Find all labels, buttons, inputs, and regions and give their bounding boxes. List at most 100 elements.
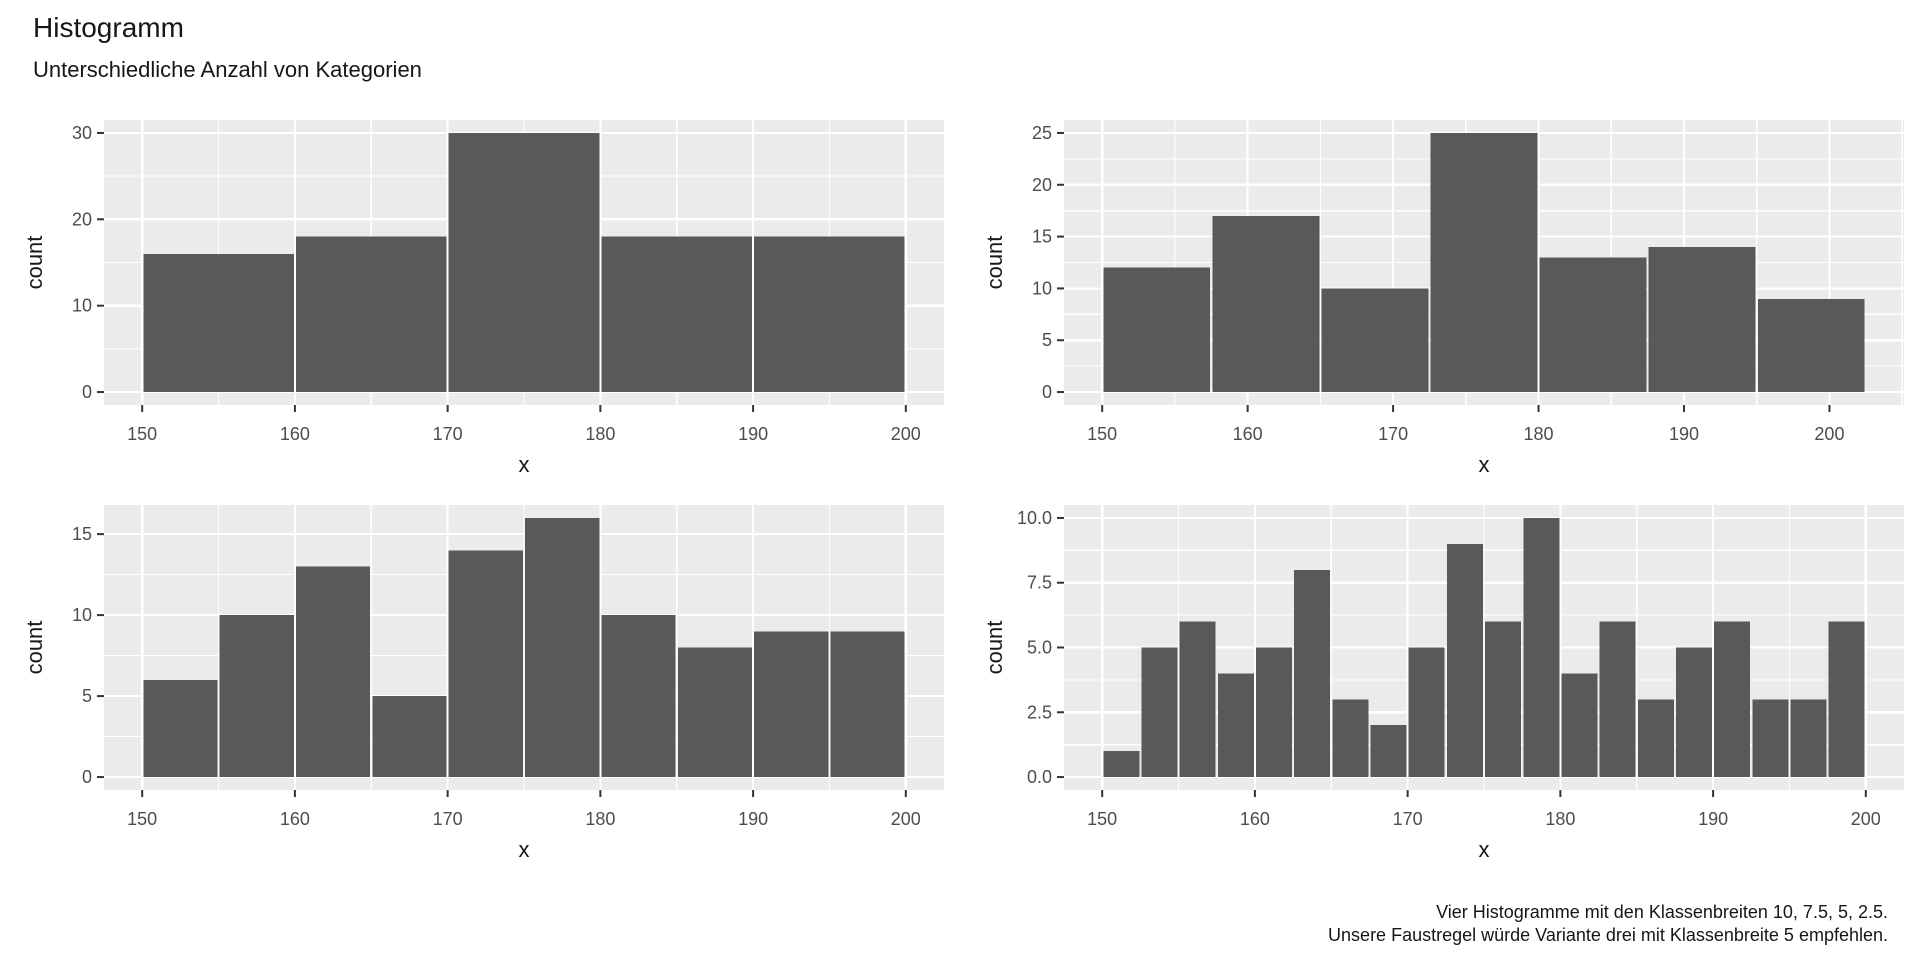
y-tick-label: 0.0 — [1027, 767, 1052, 787]
x-tick-label: 200 — [891, 809, 921, 829]
histogram-bar — [296, 566, 371, 778]
histogram-bar — [1294, 569, 1331, 778]
x-tick-label: 170 — [1378, 424, 1408, 444]
y-tick-label: 2.5 — [1027, 702, 1052, 722]
x-tick-label: 170 — [433, 424, 463, 444]
histogram-bar — [1790, 699, 1827, 778]
x-tick-label: 180 — [1545, 809, 1575, 829]
histogram-bar — [219, 615, 294, 778]
y-tick-label: 10 — [72, 605, 92, 625]
x-tick-label: 190 — [738, 424, 768, 444]
histogram-bar — [1757, 298, 1865, 393]
histogram-bar — [601, 236, 752, 393]
histogram-bar — [1523, 517, 1560, 778]
histogram-bar — [1370, 725, 1407, 778]
x-tick-label: 150 — [127, 424, 157, 444]
x-tick-label: 170 — [433, 809, 463, 829]
histogram-bar — [1752, 699, 1789, 778]
histogram-bar — [601, 615, 676, 778]
histogram-bar — [754, 631, 829, 778]
histogram-bar — [1217, 673, 1254, 778]
histogram-bar — [143, 253, 294, 393]
histogram-svg: 150 160 170 180 190 200 0 10 20 30 x count — [22, 120, 944, 477]
y-axis-title: count — [22, 236, 47, 290]
histogram-bar — [1332, 699, 1369, 778]
y-tick-label: 0 — [82, 382, 92, 402]
caption-line-1: Vier Histogramme mit den Klassenbreiten … — [1436, 902, 1888, 922]
x-tick-label: 190 — [738, 809, 768, 829]
page-title: Histogramm — [33, 12, 184, 43]
histogram-bar — [677, 647, 752, 778]
histogram-bar — [143, 679, 218, 778]
x-axis-title: x — [519, 837, 530, 862]
histogram-svg: 150 160 170 180 190 200 0 5 10 15 x count — [22, 505, 944, 862]
histogram-bar — [1676, 647, 1712, 778]
histogram-bar — [1256, 647, 1292, 778]
y-tick-label: 0 — [82, 767, 92, 787]
y-axis-title: count — [22, 621, 47, 675]
y-tick-label: 15 — [72, 524, 92, 544]
x-tick-label: 200 — [1814, 424, 1844, 444]
histogram-bar — [1539, 257, 1647, 393]
histogram-panel-binwidth-10: 150 160 170 180 190 200 0 10 20 30 x count — [0, 90, 960, 480]
histogram-bar — [1648, 246, 1756, 393]
caption-line-2: Unsere Faustregel würde Variante drei mi… — [1328, 925, 1888, 945]
y-tick-label: 20 — [1032, 175, 1052, 195]
x-tick-label: 150 — [1087, 424, 1117, 444]
histogram-bar — [1321, 288, 1429, 393]
x-tick-label: 200 — [891, 424, 921, 444]
x-tick-label: 180 — [585, 809, 615, 829]
x-axis-title: x — [1479, 452, 1490, 477]
x-tick-label: 190 — [1669, 424, 1699, 444]
x-tick-label: 160 — [1240, 809, 1270, 829]
histogram-panel-binwidth-2-5: 150 160 170 180 190 200 0.0 2.5 5.0 7.5 10.0 x count — [960, 475, 1920, 865]
histogram-svg: 150 160 170 180 190 200 0.0 2.5 5.0 7.5 10.0 x count — [982, 505, 1904, 862]
y-tick-label: 7.5 — [1027, 573, 1052, 593]
x-tick-label: 150 — [127, 809, 157, 829]
x-tick-label: 160 — [280, 809, 310, 829]
histogram-bar — [1212, 215, 1320, 393]
x-tick-label: 170 — [1393, 809, 1423, 829]
histogram-bar — [1179, 621, 1216, 778]
histogram-bar — [1430, 132, 1538, 393]
histogram-bar — [448, 132, 600, 393]
histogram-panel-binwidth-5: 150 160 170 180 190 200 0 5 10 15 x count — [0, 475, 960, 865]
histogram-bar — [296, 236, 447, 393]
y-tick-label: 5 — [82, 686, 92, 706]
histogram-bar — [1408, 647, 1445, 778]
y-tick-label: 10 — [1032, 278, 1052, 298]
y-axis-title: count — [982, 621, 1007, 675]
x-tick-label: 180 — [585, 424, 615, 444]
x-tick-label: 160 — [1233, 424, 1263, 444]
histogram-bar — [1828, 621, 1865, 778]
histogram-bar — [1103, 267, 1211, 393]
y-tick-label: 0 — [1042, 382, 1052, 402]
y-tick-label: 20 — [72, 209, 92, 229]
histogram-bar — [1599, 621, 1636, 778]
x-axis-title: x — [1479, 837, 1490, 862]
y-tick-label: 10.0 — [1017, 508, 1052, 528]
page-subtitle: Unterschiedliche Anzahl von Kategorien — [33, 57, 422, 82]
histogram-bar — [830, 631, 905, 778]
y-tick-label: 15 — [1032, 227, 1052, 247]
y-tick-label: 10 — [72, 296, 92, 316]
histogram-bar — [1714, 621, 1751, 778]
x-tick-label: 150 — [1087, 809, 1117, 829]
y-tick-label: 5.0 — [1027, 638, 1052, 658]
x-tick-label: 180 — [1524, 424, 1554, 444]
plot-caption: Vier Histogramme mit den Klassenbreiten … — [1328, 901, 1888, 947]
y-tick-label: 25 — [1032, 123, 1052, 143]
histogram-svg: 150 160 170 180 190 200 0 5 10 15 20 25 x count — [982, 120, 1904, 477]
histogram-bar — [754, 236, 905, 393]
histogram-bar — [1141, 647, 1178, 778]
histogram-bar — [1446, 543, 1483, 778]
x-tick-label: 200 — [1851, 809, 1881, 829]
histogram-bar — [1561, 673, 1598, 778]
y-tick-label: 5 — [1042, 330, 1052, 350]
histogram-bar — [372, 696, 447, 778]
x-axis-title: x — [519, 452, 530, 477]
x-tick-label: 160 — [280, 424, 310, 444]
histogram-bar — [525, 517, 600, 778]
y-axis-title: count — [982, 236, 1007, 290]
